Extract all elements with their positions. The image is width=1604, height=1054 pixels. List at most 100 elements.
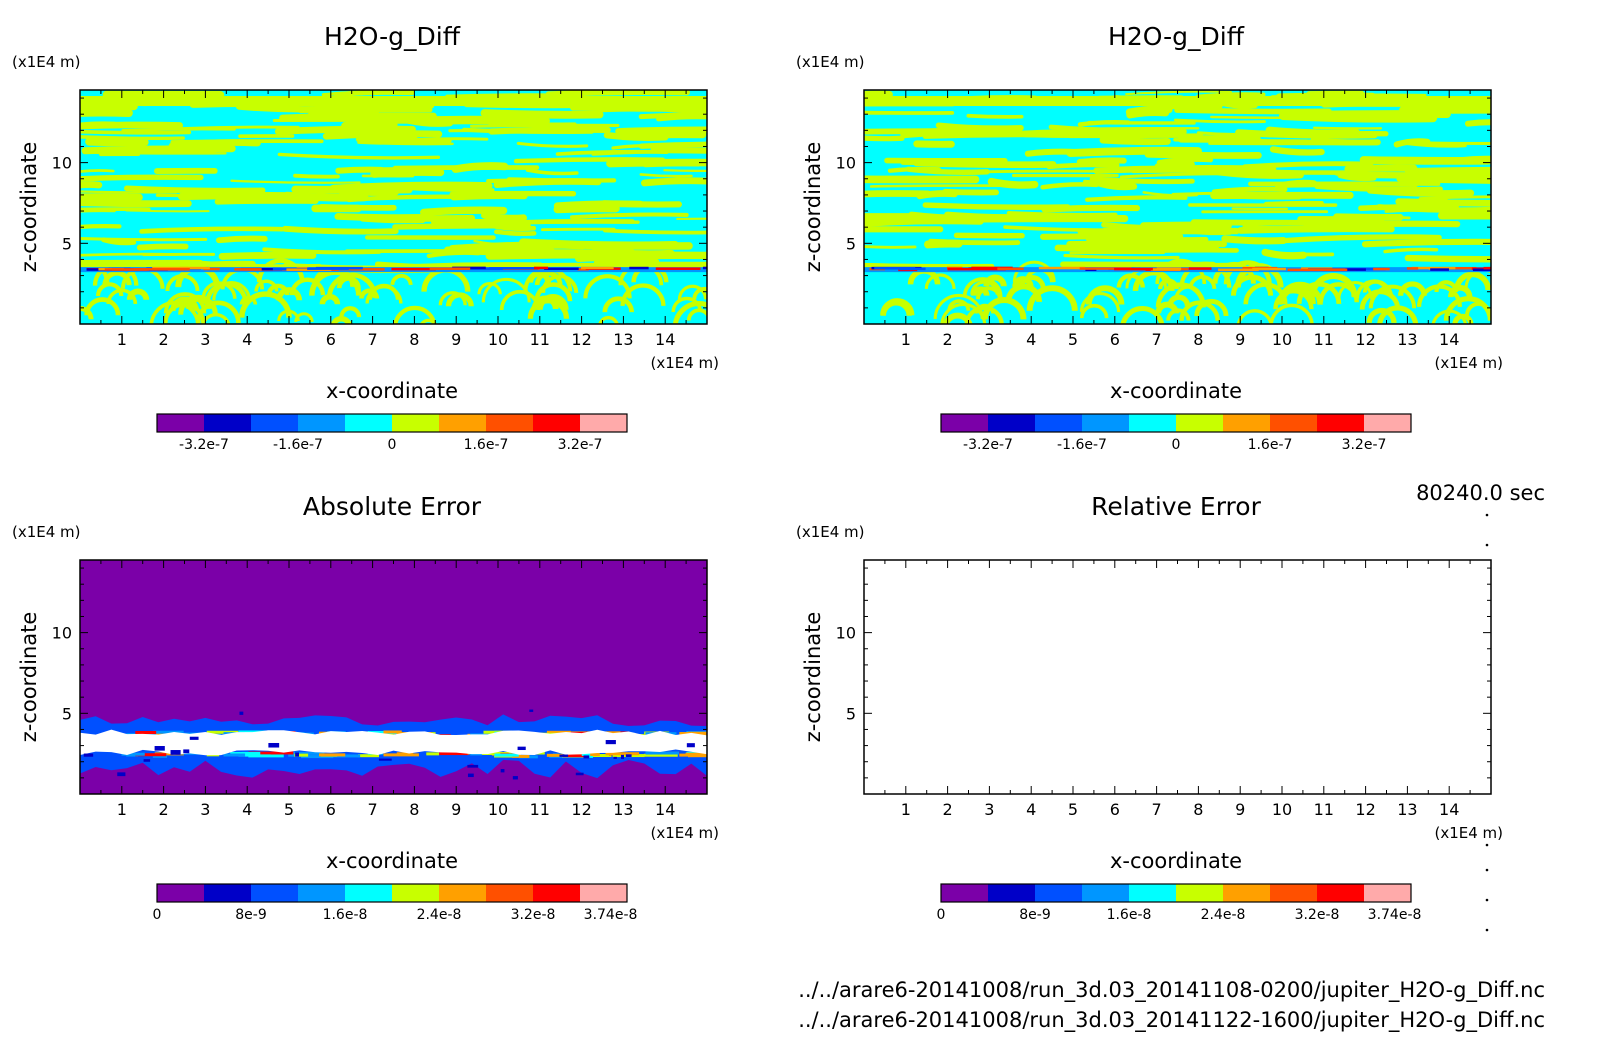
y-tick-label: 10 bbox=[836, 624, 856, 643]
contour-streak bbox=[80, 102, 138, 111]
band-segment bbox=[1287, 268, 1348, 272]
y-unit-label: (x1E4 m) bbox=[12, 523, 81, 541]
y-tick-label: 5 bbox=[62, 704, 72, 723]
band-segment bbox=[391, 267, 436, 271]
band-segment bbox=[898, 267, 926, 271]
error-layer bbox=[562, 754, 586, 758]
contour-streak bbox=[216, 235, 268, 244]
contour-swirl bbox=[95, 282, 124, 297]
contour-streak bbox=[540, 227, 616, 232]
error-layer bbox=[248, 754, 284, 758]
contour-swirl bbox=[1167, 294, 1191, 307]
error-speck bbox=[83, 753, 94, 757]
x-tick-label: 12 bbox=[1355, 800, 1375, 819]
contour-streak bbox=[864, 128, 1023, 135]
colorbar-swatch bbox=[1223, 884, 1271, 902]
contour-streak bbox=[1211, 186, 1288, 195]
band-segment bbox=[1439, 266, 1477, 270]
contour-streak bbox=[869, 184, 1005, 188]
contour-streak bbox=[1040, 182, 1099, 190]
contour-swirl bbox=[1447, 284, 1473, 298]
contour-swirl bbox=[1012, 260, 1056, 283]
contour-swirl bbox=[1230, 274, 1274, 296]
x-tick-label: 8 bbox=[409, 330, 419, 349]
contour-swirl bbox=[1279, 285, 1316, 305]
error-layer bbox=[605, 752, 640, 756]
colorbar-swatch bbox=[1270, 414, 1318, 432]
error-layer bbox=[367, 731, 399, 735]
x-tick-label: 8 bbox=[409, 800, 419, 819]
contour-streak bbox=[80, 199, 192, 208]
colorbar-swatch bbox=[251, 884, 299, 902]
x-tick-label: 5 bbox=[284, 330, 294, 349]
x-tick-label: 7 bbox=[368, 330, 378, 349]
contour-streak bbox=[639, 173, 693, 178]
contour-streak bbox=[1093, 164, 1257, 175]
contour-swirl bbox=[367, 283, 400, 300]
error-speck bbox=[170, 750, 181, 755]
x-tick-label: 1 bbox=[117, 800, 127, 819]
contour-swirl bbox=[330, 316, 352, 324]
contour-swirl bbox=[1179, 261, 1232, 288]
x-tick-label: 11 bbox=[530, 330, 550, 349]
contour-streak bbox=[1046, 162, 1120, 170]
x-tick-label: 4 bbox=[242, 330, 252, 349]
contour-streak bbox=[864, 110, 955, 115]
x-tick-label: 11 bbox=[530, 800, 550, 819]
band-segment bbox=[1252, 267, 1286, 271]
x-tick-label: 5 bbox=[1068, 330, 1078, 349]
contour-streak bbox=[282, 191, 369, 202]
contour-streak bbox=[1089, 176, 1195, 185]
y-tick-label: 5 bbox=[846, 704, 856, 723]
contour-streak bbox=[922, 202, 1071, 210]
contour-streak bbox=[1131, 248, 1239, 254]
x-tick-label: 2 bbox=[943, 800, 953, 819]
contour-streak bbox=[555, 149, 669, 156]
contour-streak bbox=[1261, 248, 1307, 260]
contour-swirl bbox=[1377, 305, 1419, 324]
x-tick-label: 12 bbox=[1355, 330, 1375, 349]
contour-streak bbox=[1229, 192, 1303, 200]
x-tick-label: 1 bbox=[117, 330, 127, 349]
band-segment bbox=[577, 268, 589, 271]
band-segment bbox=[1472, 268, 1491, 272]
contour-streak bbox=[218, 251, 317, 260]
colorbar-swatch bbox=[988, 884, 1036, 902]
colorbar-swatch bbox=[988, 414, 1036, 432]
contour-streak bbox=[81, 145, 218, 155]
contour-streak bbox=[1076, 157, 1127, 166]
contour-streak bbox=[656, 114, 707, 122]
error-layer bbox=[546, 730, 571, 734]
contour-streak bbox=[1173, 118, 1266, 124]
error-layer bbox=[154, 752, 184, 756]
contour-streak bbox=[230, 179, 361, 184]
contour-streak bbox=[1415, 141, 1491, 146]
contour-swirl bbox=[1337, 281, 1374, 300]
colorbar-tick-label: -3.2e-7 bbox=[179, 437, 229, 453]
contour-swirl bbox=[390, 273, 413, 286]
contour-streak bbox=[1139, 221, 1232, 230]
colorbar-swatch bbox=[157, 884, 205, 902]
contour-streak bbox=[545, 90, 691, 98]
contour-streak bbox=[359, 216, 426, 224]
contour-streak bbox=[1396, 175, 1491, 184]
contour-streak bbox=[611, 143, 668, 150]
contour-streak bbox=[1003, 225, 1152, 233]
error-speck bbox=[154, 746, 165, 751]
contour-streak bbox=[80, 260, 183, 267]
y-unit-label: (x1E4 m) bbox=[796, 53, 865, 71]
error-speck bbox=[517, 746, 526, 751]
contour-streak bbox=[282, 225, 399, 235]
contour-swirl bbox=[1269, 303, 1314, 324]
x-tick-label: 8 bbox=[1193, 800, 1203, 819]
band-segment bbox=[1483, 266, 1491, 270]
contour-streak bbox=[1142, 191, 1199, 197]
band-segment bbox=[1188, 267, 1212, 270]
contour-swirl bbox=[1005, 283, 1043, 303]
contour-swirl bbox=[947, 299, 971, 311]
contour-streak bbox=[1404, 166, 1491, 174]
band-segment bbox=[655, 267, 701, 270]
edge-markers bbox=[1485, 513, 1489, 932]
contour-streak bbox=[392, 222, 531, 230]
error-layer bbox=[685, 752, 707, 756]
